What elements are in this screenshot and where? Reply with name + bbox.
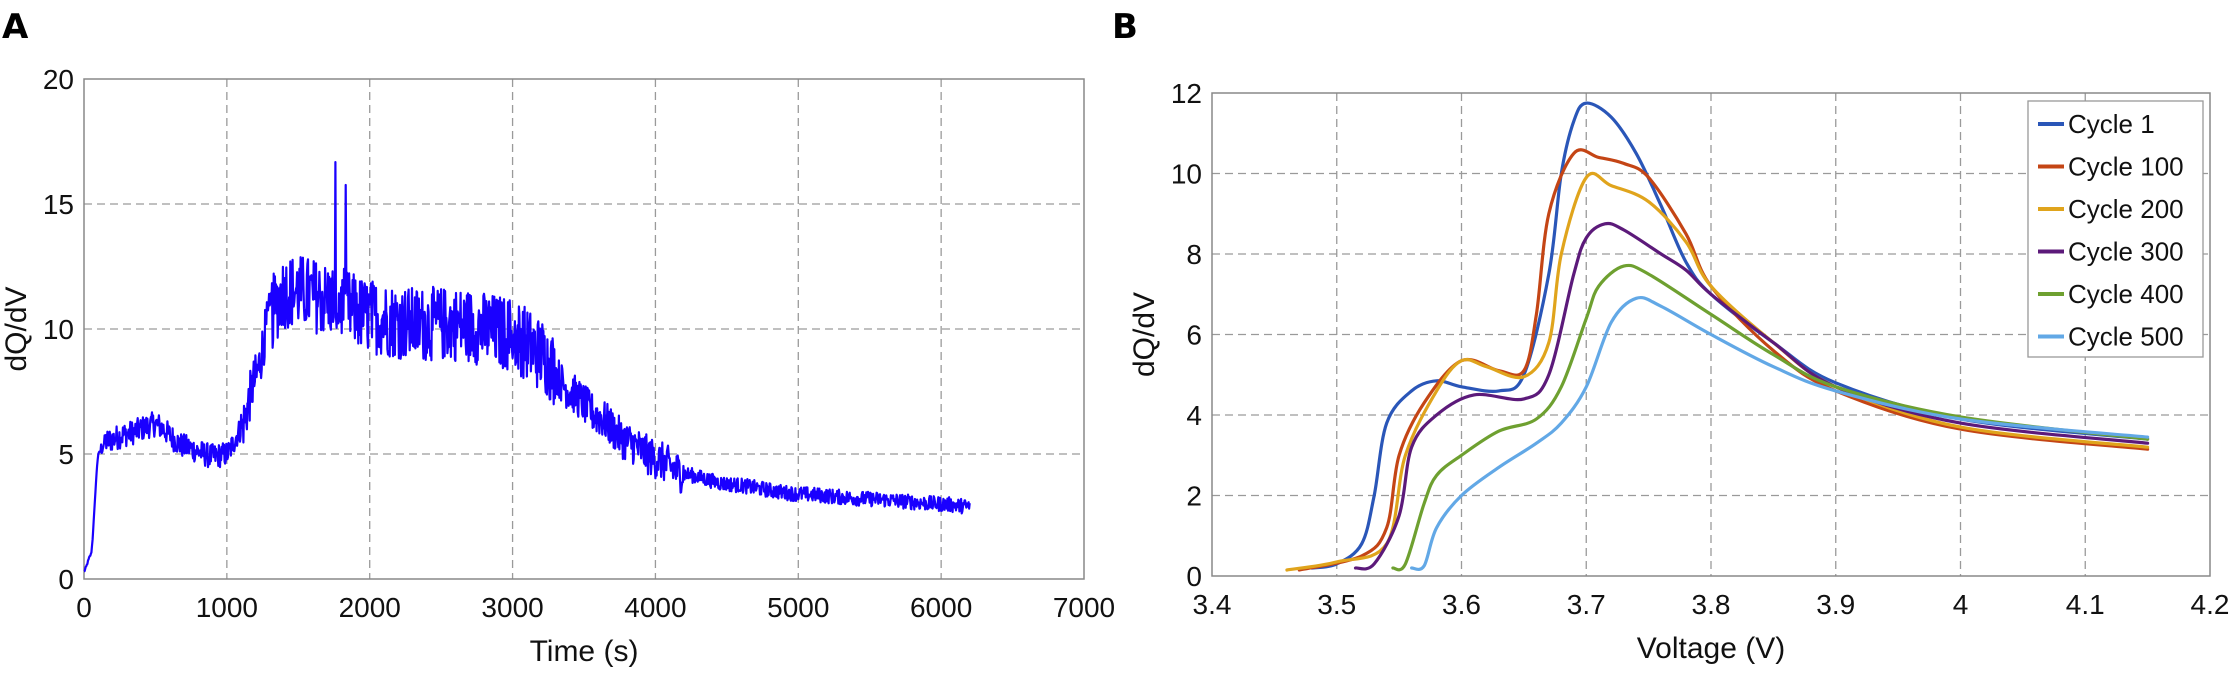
x-tick-label: 3.6 [1442,589,1481,620]
x-tick-label: 3.8 [1692,589,1731,620]
y-tick-label: 4 [1186,400,1202,431]
legend-label: Cycle 300 [2068,237,2184,267]
y-axis-label: dQ/dV [0,286,33,371]
x-tick-label: 3.5 [1317,589,1356,620]
y-tick-label: 0 [1186,561,1202,592]
legend-label: Cycle 200 [2068,194,2184,224]
plot-frame [83,78,1085,580]
y-tick-label: 20 [43,64,74,95]
y-tick-label: 10 [43,314,74,345]
chart-b: 3.4 3.5 3.6 3.7 3.8 3.9 4 4.1 4.2 0 2 4 6 8 10 12 Voltag… [1128,78,2229,665]
x-axis-label: Time (s) [530,635,639,668]
x-tick-label: 5000 [767,592,829,623]
panel-label-b: B [1112,7,1138,47]
x-tick-label: 4000 [624,592,686,623]
x-tick-label: 3.7 [1567,589,1606,620]
plot-frame [1211,92,2211,577]
x-tick-label: 6000 [910,592,972,623]
y-tick-label: 2 [1186,481,1202,512]
x-tick-label: 3.9 [1816,589,1855,620]
series-line-dqdv [83,161,971,573]
x-tick-label: 2000 [339,592,401,623]
legend-label: Cycle 400 [2068,279,2184,309]
y-tick-label: 12 [1171,78,1202,109]
x-tick-label: 4.1 [2066,589,2105,620]
y-tick-label: 6 [1186,320,1202,351]
series-line-cycle-500 [1410,295,2150,572]
legend-box [2027,100,2204,358]
y-tick-label: 10 [1171,159,1202,190]
x-tick-label: 3.4 [1193,589,1232,620]
y-tick-label: 5 [58,439,74,470]
series-line-cycle-400 [1391,263,2150,572]
y-tick-label: 15 [43,189,74,220]
y-tick-label: 0 [58,564,74,595]
x-tick-label: 0 [76,592,92,623]
legend-label: Cycle 500 [2068,322,2184,352]
y-tick-label: 8 [1186,239,1202,270]
legend: Cycle 1 Cycle 100 Cycle 200 Cycle 300 Cycle … [2027,100,2204,358]
x-tick-label: 4 [1953,589,1969,620]
legend-label: Cycle 100 [2068,152,2184,182]
x-tick-label: 7000 [1053,592,1115,623]
legend-label: Cycle 1 [2068,109,2155,139]
panel-label-a: A [2,7,29,47]
chart-a: 0 1000 2000 3000 4000 5000 6000 7000 0 5 10 15 20 Tim… [0,64,1115,668]
x-tick-label: 3000 [481,592,543,623]
x-axis-label: Voltage (V) [1637,632,1785,665]
series-line-cycle-300 [1353,221,2150,571]
x-tick-label: 1000 [196,592,258,623]
x-tick-label: 4.2 [2191,589,2230,620]
y-axis-label: dQ/dV [1128,292,1161,377]
